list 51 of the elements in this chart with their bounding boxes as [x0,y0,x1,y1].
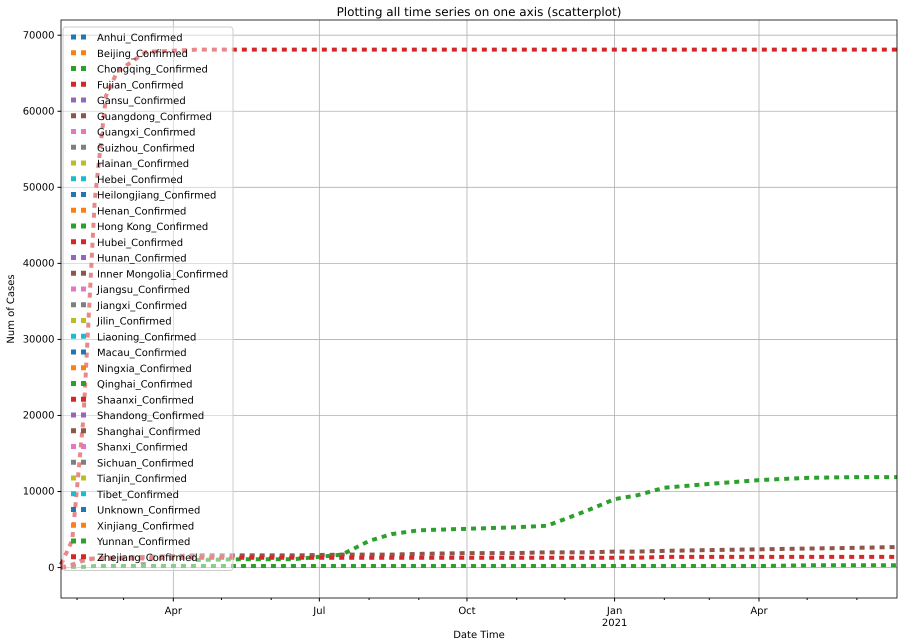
y-tick-label: 70000 [22,30,54,42]
legend-label: Ningxia_Confirmed [97,364,192,375]
chart-title: Plotting all time series on one axis (scatterplot) [336,5,622,19]
y-tick-label: 60000 [22,106,54,118]
legend-label: Henan_Confirmed [97,206,186,218]
legend-label: Jiangsu_Confirmed [96,285,190,296]
legend-label: Hainan_Confirmed [97,159,190,170]
y-tick-label: 0 [48,562,54,574]
x-tick-label: Jan 2021 [602,606,628,629]
legend-label: Guangxi_Confirmed [97,128,196,138]
legend-label: Chongqing_Confirmed [97,64,208,76]
legend-label: Jiangxi_Confirmed [96,300,188,312]
legend-label: Tibet_Confirmed [96,490,179,501]
legend-label: Hebei_Confirmed [97,174,183,186]
legend-label: Inner Mongolia_Confirmed [97,269,228,280]
legend-label: Tianjin_Confirmed [96,474,187,485]
y-tick-label: 40000 [22,258,54,270]
legend-label: Jilin_Confirmed [96,316,172,328]
x-axis-title: Date Time [453,630,505,641]
legend-label: Macau_Confirmed [97,348,187,359]
legend-label: Hunan_Confirmed [97,254,187,264]
y-tick-label: 50000 [22,182,54,194]
line-series [59,48,899,567]
legend-label: Fujian_Confirmed [97,80,184,92]
y-tick-label: 20000 [22,410,54,422]
legend-label: Guizhou_Confirmed [97,143,195,154]
legend-label: Hubei_Confirmed [97,238,184,249]
y-tick-label: 30000 [22,334,54,346]
legend-label: Anhui_Confirmed [97,33,183,44]
legend-label: Beijing_Confirmed [97,48,188,60]
legend-label: Hong Kong_Confirmed [97,222,208,233]
legend-label: Qinghai_Confirmed [97,380,192,390]
legend-label: Shanxi_Confirmed [97,442,188,454]
legend-label: Gansu_Confirmed [97,96,186,107]
legend-label: Yunnan_Confirmed [96,537,190,548]
legend-label: Shandong_Confirmed [97,411,204,422]
legend-label: Shaanxi_Confirmed [97,395,194,406]
x-tick-label: Apr [164,606,183,617]
legend-label: Xinjiang_Confirmed [97,521,194,532]
y-tick-label: 10000 [22,486,54,498]
legend-label: Shanghai_Confirmed [97,426,201,438]
x-tick-label: Apr [750,606,769,617]
legend-label: Zhejiang_Confirmed [97,552,198,564]
x-tick-label: Jul [312,606,326,617]
legend-label: Unknown_Confirmed [97,506,200,516]
legend-label: Liaoning_Confirmed [97,332,196,344]
y-axis-title: Num of Cases [6,274,17,344]
legend-label: Sichuan_Confirmed [97,458,194,470]
legend-label: Heilongjiang_Confirmed [97,190,216,202]
x-tick-label: Oct [458,606,476,617]
legend-label: Guangdong_Confirmed [97,112,212,123]
